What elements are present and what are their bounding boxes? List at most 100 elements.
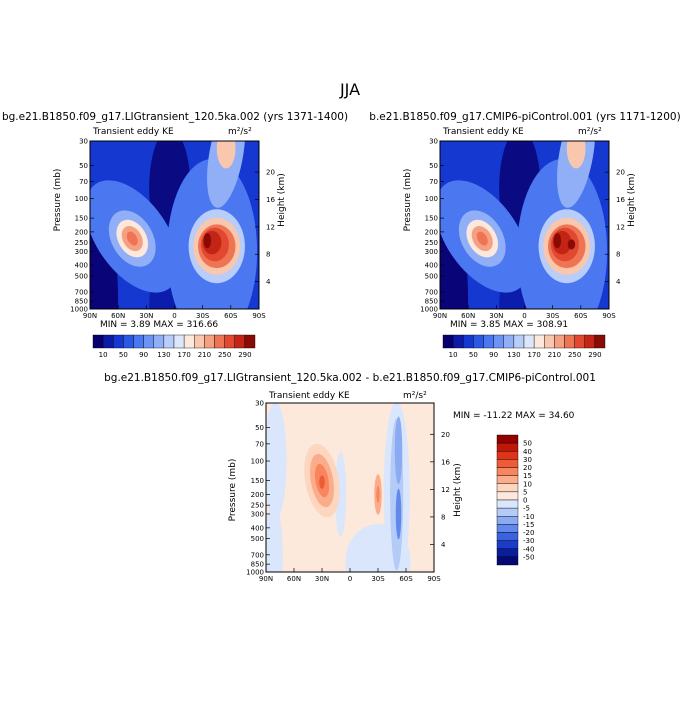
neg-region <box>335 452 347 537</box>
colorbar-box <box>574 334 585 349</box>
y-tick-label: 150 <box>251 477 264 485</box>
colorbar-label: 170 <box>177 351 190 359</box>
colorbar-box <box>473 334 484 349</box>
y-tick-label: 50 <box>429 162 438 170</box>
colorbar-box <box>513 334 525 349</box>
colorbar-box <box>544 334 555 349</box>
y-tick-label: 850 <box>425 298 438 306</box>
panel-difference: bg.e21.B1850.f09_g17.LIGtransient_120.5k… <box>104 372 596 583</box>
y-tick-label: 30 <box>429 138 438 146</box>
colorbar-box <box>496 524 519 533</box>
neg-region <box>266 504 283 572</box>
colorbar-box <box>194 334 205 349</box>
colorbar-box <box>496 483 519 493</box>
colorbar-box <box>234 334 246 349</box>
y-right-axis-label: Height (km) <box>277 173 287 227</box>
colorbar-box <box>503 334 515 349</box>
y-right-tick-label: 20 <box>266 169 275 177</box>
y-right-tick-label: 20 <box>441 431 450 439</box>
colorbar-label: 10 <box>99 351 108 359</box>
x-tick-label: 0 <box>522 312 526 320</box>
units-label: m²/s² <box>228 127 252 137</box>
y-tick-label: 200 <box>75 228 88 236</box>
colorbar-box <box>214 334 225 349</box>
colorbar-label: 10 <box>449 351 458 359</box>
y-tick-label: 400 <box>425 262 438 270</box>
pos-core <box>319 475 325 489</box>
y-right-tick-label: 8 <box>266 251 270 259</box>
contour-plot: 305070100150200250300400500700850100090N… <box>70 138 275 321</box>
colorbar-label: 290 <box>588 351 601 359</box>
colorbar-label: 250 <box>218 351 231 359</box>
colorbar-label: 30 <box>523 456 532 464</box>
colorbar-box <box>554 334 565 349</box>
y-right-tick-label: 12 <box>441 486 450 494</box>
neg-region <box>394 416 403 485</box>
colorbar-box <box>584 334 596 349</box>
y-right-tick-label: 8 <box>441 513 445 521</box>
colorbar-box <box>496 434 519 444</box>
y-tick-label: 250 <box>251 502 264 510</box>
y-tick-label: 200 <box>425 228 438 236</box>
x-tick-label: 90S <box>602 312 616 320</box>
colorbar-label: 0 <box>523 497 527 505</box>
min-max-stats: MIN = 3.89 MAX = 316.66 <box>100 320 218 330</box>
stratosphere-jet <box>216 141 236 169</box>
y-tick-label: 850 <box>75 298 88 306</box>
y-tick-label: 500 <box>425 272 438 280</box>
colorbar-box <box>496 442 519 452</box>
x-tick-label: 0 <box>348 575 352 583</box>
colorbar-box <box>496 507 519 517</box>
y-axis-label: Pressure (mb) <box>403 169 413 232</box>
colorbar-label: 210 <box>198 351 211 359</box>
x-tick-label: 60N <box>111 312 125 320</box>
y-tick-label: 200 <box>251 491 264 499</box>
colorbar-box <box>244 334 256 349</box>
y-tick-label: 700 <box>425 288 438 296</box>
y-tick-label: 100 <box>251 458 264 466</box>
colorbar-label: 90 <box>139 351 148 359</box>
y-tick-label: 700 <box>75 288 88 296</box>
x-tick-label: 90N <box>433 312 447 320</box>
x-tick-label: 90S <box>427 575 441 583</box>
y-tick-label: 850 <box>251 561 264 569</box>
sh-jet-core <box>203 233 212 249</box>
colorbar-box <box>102 334 114 349</box>
y-tick-label: 400 <box>251 524 264 532</box>
panel-title: b.e21.B1850.f09_g17.CMIP6-piControl.001 … <box>369 111 680 123</box>
y-tick-label: 70 <box>255 440 264 448</box>
y-right-tick-label: 12 <box>616 223 625 231</box>
y-tick-label: 100 <box>75 195 88 203</box>
y-tick-label: 1000 <box>246 569 264 577</box>
colorbar: 10 50 90 130 170 210 250 290 <box>442 334 606 359</box>
y-right-axis-label: Height (km) <box>627 173 637 227</box>
colorbar-box <box>496 491 519 501</box>
colorbar-box <box>442 334 454 349</box>
units-label: m²/s² <box>578 127 602 137</box>
y-right-tick-label: 8 <box>616 251 620 259</box>
y-tick-label: 70 <box>429 178 438 186</box>
colorbar-box <box>533 334 545 349</box>
colorbar-box <box>483 334 494 349</box>
colorbar-box <box>133 334 144 349</box>
colorbar-label: 15 <box>523 472 532 480</box>
panel-title: bg.e21.B1850.f09_g17.LIGtransient_120.5k… <box>2 111 348 123</box>
contour-field <box>440 141 609 309</box>
y-tick-label: 500 <box>251 535 264 543</box>
y-tick-label: 50 <box>79 162 88 170</box>
pos-core <box>376 485 380 503</box>
colorbar-box <box>123 334 134 349</box>
x-tick-label: 60S <box>574 312 588 320</box>
y-tick-label: 1000 <box>70 306 88 314</box>
colorbar-box <box>153 334 165 349</box>
min-max-stats: MIN = 3.85 MAX = 308.91 <box>450 320 568 330</box>
colorbar-box <box>92 334 104 349</box>
x-tick-label: 30N <box>489 312 503 320</box>
colorbar-label: -40 <box>523 545 534 553</box>
colorbar-box <box>496 540 519 549</box>
colorbar-box <box>113 334 124 349</box>
colorbar-box <box>204 334 215 349</box>
y-tick-label: 100 <box>425 195 438 203</box>
colorbar-label: 210 <box>548 351 561 359</box>
colorbar-box <box>224 334 235 349</box>
